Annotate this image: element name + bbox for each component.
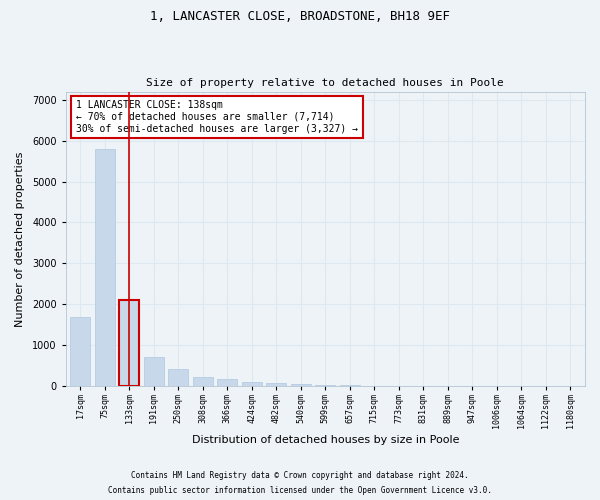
- X-axis label: Distribution of detached houses by size in Poole: Distribution of detached houses by size …: [191, 435, 459, 445]
- Bar: [316, 385, 335, 386]
- Y-axis label: Number of detached properties: Number of detached properties: [15, 151, 25, 326]
- Bar: [119, 300, 139, 386]
- Bar: [144, 358, 164, 386]
- Text: Contains HM Land Registry data © Crown copyright and database right 2024.: Contains HM Land Registry data © Crown c…: [131, 471, 469, 480]
- Text: Contains public sector information licensed under the Open Government Licence v3: Contains public sector information licen…: [108, 486, 492, 495]
- Bar: [242, 382, 262, 386]
- Bar: [217, 379, 237, 386]
- Bar: [291, 384, 311, 386]
- Bar: [193, 376, 212, 386]
- Text: 1, LANCASTER CLOSE, BROADSTONE, BH18 9EF: 1, LANCASTER CLOSE, BROADSTONE, BH18 9EF: [150, 10, 450, 23]
- Bar: [70, 316, 90, 386]
- Bar: [95, 149, 115, 386]
- Title: Size of property relative to detached houses in Poole: Size of property relative to detached ho…: [146, 78, 504, 88]
- Bar: [169, 369, 188, 386]
- Bar: [266, 383, 286, 386]
- Text: 1 LANCASTER CLOSE: 138sqm
← 70% of detached houses are smaller (7,714)
30% of se: 1 LANCASTER CLOSE: 138sqm ← 70% of detac…: [76, 100, 358, 134]
